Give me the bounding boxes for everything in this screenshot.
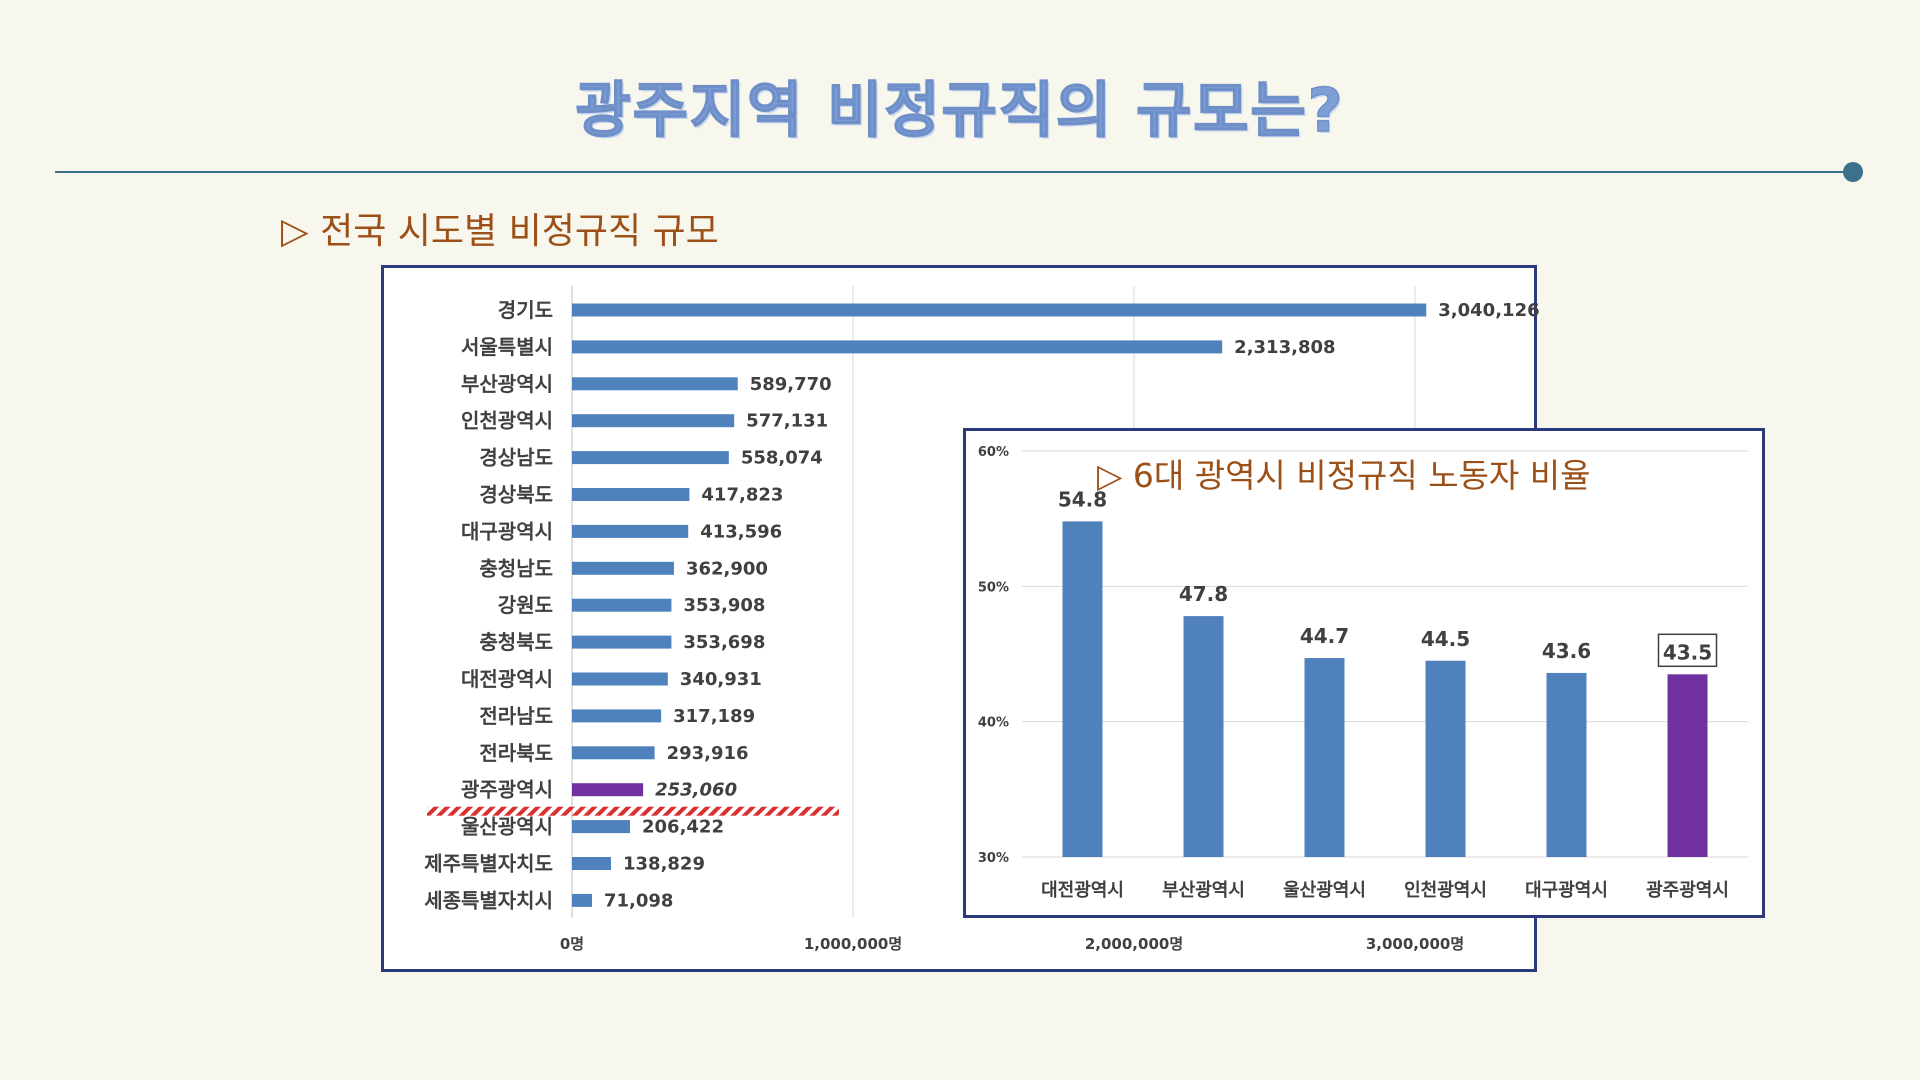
category-label: 세종특별자치시 xyxy=(424,888,553,912)
value-label: 353,698 xyxy=(683,632,765,653)
value-label: 43.6 xyxy=(1542,639,1591,663)
category-label: 전라남도 xyxy=(479,704,553,728)
value-label: 44.7 xyxy=(1300,624,1349,648)
subtitle-metro: ▷ 6대 광역시 비정규직 노동자 비율 xyxy=(1097,456,1591,495)
y-tick-label: 60% xyxy=(978,445,1009,460)
y-tick-label: 50% xyxy=(978,580,1009,595)
bar xyxy=(1304,658,1345,857)
value-label: 317,189 xyxy=(673,706,755,727)
regional-bar-chart: 0명 1,000,000명 2,000,000명 3,000,000명 경기도 3,040… xyxy=(424,286,1540,953)
metro-ratio-chart: 30% 40% 50% 60% 54.8 대전광역시 47.8 부산광역시 44.7 울산광역시 4… xyxy=(978,445,1748,901)
bar xyxy=(1062,521,1103,857)
bar xyxy=(572,377,738,391)
bar xyxy=(1546,672,1587,857)
value-label: 558,074 xyxy=(741,448,823,469)
value-label: 253,060 xyxy=(655,780,737,801)
category-label: 경상북도 xyxy=(479,483,553,507)
value-label: 44.5 xyxy=(1421,627,1470,651)
value-label: 589,770 xyxy=(750,374,832,395)
category-label: 서울특별시 xyxy=(461,335,553,359)
value-label: 71,098 xyxy=(604,890,673,911)
y-tick-label: 30% xyxy=(978,851,1009,866)
bar xyxy=(572,598,672,612)
value-label: 293,916 xyxy=(667,743,749,764)
divider-dot xyxy=(1843,162,1863,182)
x-tick-label: 3,000,000명 xyxy=(1366,935,1464,953)
category-label: 충청북도 xyxy=(479,630,553,654)
category-label: 경기도 xyxy=(498,298,553,322)
bar xyxy=(572,709,662,723)
bar xyxy=(572,340,1223,354)
value-label: 353,908 xyxy=(683,595,765,616)
category-label: 인천광역시 xyxy=(461,409,553,433)
bar xyxy=(1425,660,1466,857)
bar xyxy=(1667,674,1708,857)
title-divider xyxy=(55,171,1855,173)
value-label: 2,313,808 xyxy=(1234,337,1335,358)
value-label-box xyxy=(1657,633,1718,668)
category-label: 광주광역시 xyxy=(461,778,553,802)
bar xyxy=(572,488,690,501)
bar xyxy=(572,783,644,797)
category-label: 대구광역시 xyxy=(461,519,553,543)
bar xyxy=(572,857,612,870)
value-label: 413,596 xyxy=(700,521,782,542)
value-label: 3,040,126 xyxy=(1438,300,1539,321)
page-title: 광주지역 비정규직의 규모는? xyxy=(575,75,1345,147)
category-label: 전라북도 xyxy=(479,741,553,765)
value-label: 340,931 xyxy=(680,669,762,690)
value-label: 206,422 xyxy=(642,817,724,838)
category-label: 대전광역시 xyxy=(1041,880,1124,901)
metro-chart-panel: 30% 40% 50% 60% 54.8 대전광역시 47.8 부산광역시 44.7 울산광역시 4… xyxy=(963,428,1765,918)
bar xyxy=(572,893,592,907)
value-label: 362,900 xyxy=(686,558,768,579)
x-tick-label: 2,000,000명 xyxy=(1085,935,1183,953)
value-label: 47.8 xyxy=(1179,582,1228,606)
category-label: 강원도 xyxy=(498,593,553,617)
category-label: 대구광역시 xyxy=(1525,880,1608,901)
bar xyxy=(572,561,674,575)
bar xyxy=(572,451,729,465)
category-label: 인천광역시 xyxy=(1404,880,1487,901)
value-label: 43.5 xyxy=(1663,640,1712,664)
category-label: 충청남도 xyxy=(479,556,553,580)
category-label: 광주광역시 xyxy=(1646,880,1729,901)
value-label: 54.8 xyxy=(1058,487,1107,511)
category-label: 울산광역시 xyxy=(461,815,553,839)
bar xyxy=(1183,616,1224,857)
value-label: 417,823 xyxy=(701,485,783,506)
category-label: 대전광역시 xyxy=(461,667,553,691)
bar xyxy=(572,303,1427,317)
category-label: 부산광역시 xyxy=(461,372,553,396)
x-tick-label: 1,000,000명 xyxy=(804,935,902,953)
category-label: 울산광역시 xyxy=(1283,880,1366,901)
bar xyxy=(572,820,631,834)
y-tick-label: 40% xyxy=(978,716,1009,731)
bar xyxy=(572,524,689,538)
bar xyxy=(572,635,672,649)
category-label: 경상남도 xyxy=(479,446,553,470)
bar xyxy=(572,414,735,428)
bar xyxy=(572,672,668,686)
bar xyxy=(572,746,655,760)
category-label: 제주특별자치도 xyxy=(424,852,553,876)
highlight-hatch-marker xyxy=(427,806,839,816)
category-label: 부산광역시 xyxy=(1162,880,1245,901)
x-tick-label: 0명 xyxy=(560,935,584,953)
subtitle-regional: ▷ 전국 시도별 비정규직 규모 xyxy=(281,211,719,252)
value-label: 577,131 xyxy=(746,411,828,432)
value-label: 138,829 xyxy=(623,854,705,875)
